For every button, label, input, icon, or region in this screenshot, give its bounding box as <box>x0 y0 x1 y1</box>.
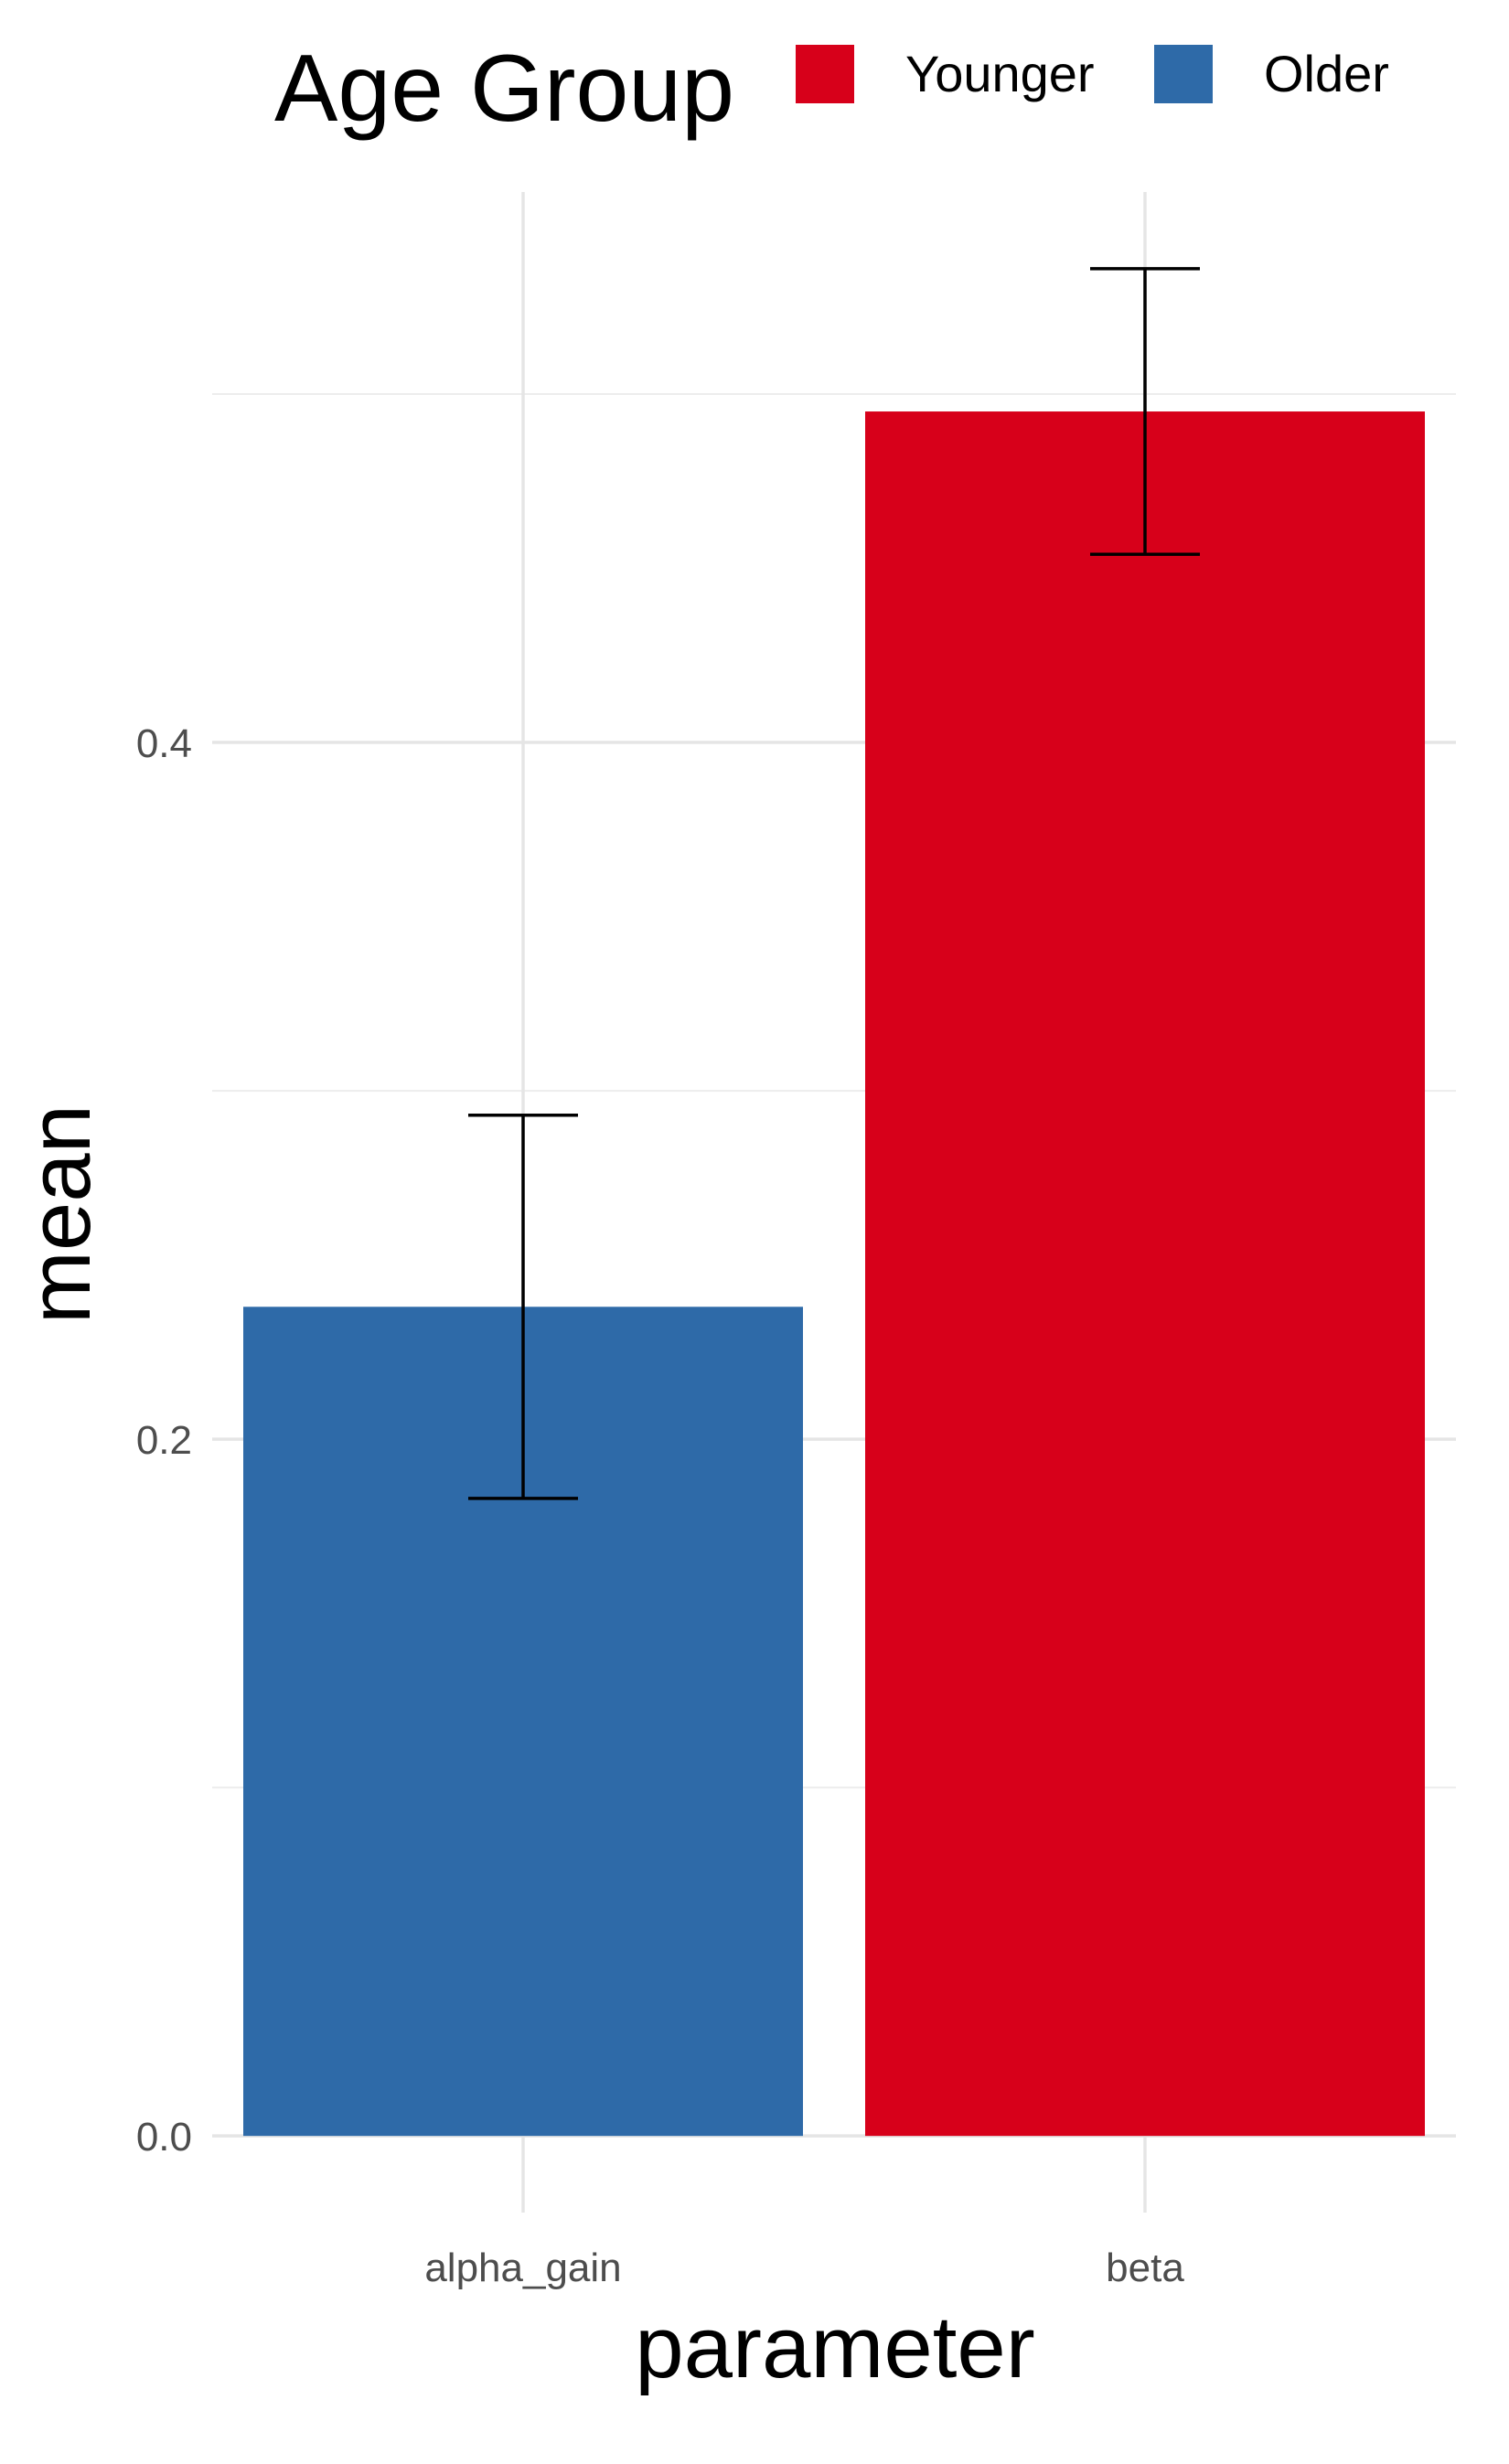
legend-entries: Younger Older <box>796 45 1389 103</box>
legend-swatch-younger <box>796 45 854 103</box>
legend-title: Age Group <box>274 36 734 142</box>
error-bars <box>468 267 1200 1500</box>
y-axis-ticks: 0.0 0.2 0.4 <box>136 721 192 2160</box>
y-tick-label: 0.0 <box>136 2115 192 2160</box>
y-tick-label: 0.2 <box>136 1418 192 1463</box>
x-axis-ticks: alpha_gain beta <box>424 2245 1184 2290</box>
x-tick-label: beta <box>1106 2245 1184 2290</box>
x-tick-label: alpha_gain <box>424 2245 621 2290</box>
bar-beta <box>865 411 1425 2137</box>
y-axis-title: mean <box>11 1104 109 1324</box>
bars <box>243 411 1425 2137</box>
y-tick-label: 0.4 <box>136 721 192 766</box>
x-axis-title: parameter <box>635 2299 1035 2396</box>
legend: Age Group Younger Older <box>274 36 1389 142</box>
legend-label-younger: Younger <box>905 45 1095 102</box>
legend-swatch-older <box>1154 45 1213 103</box>
legend-label-older: Older <box>1264 45 1389 102</box>
